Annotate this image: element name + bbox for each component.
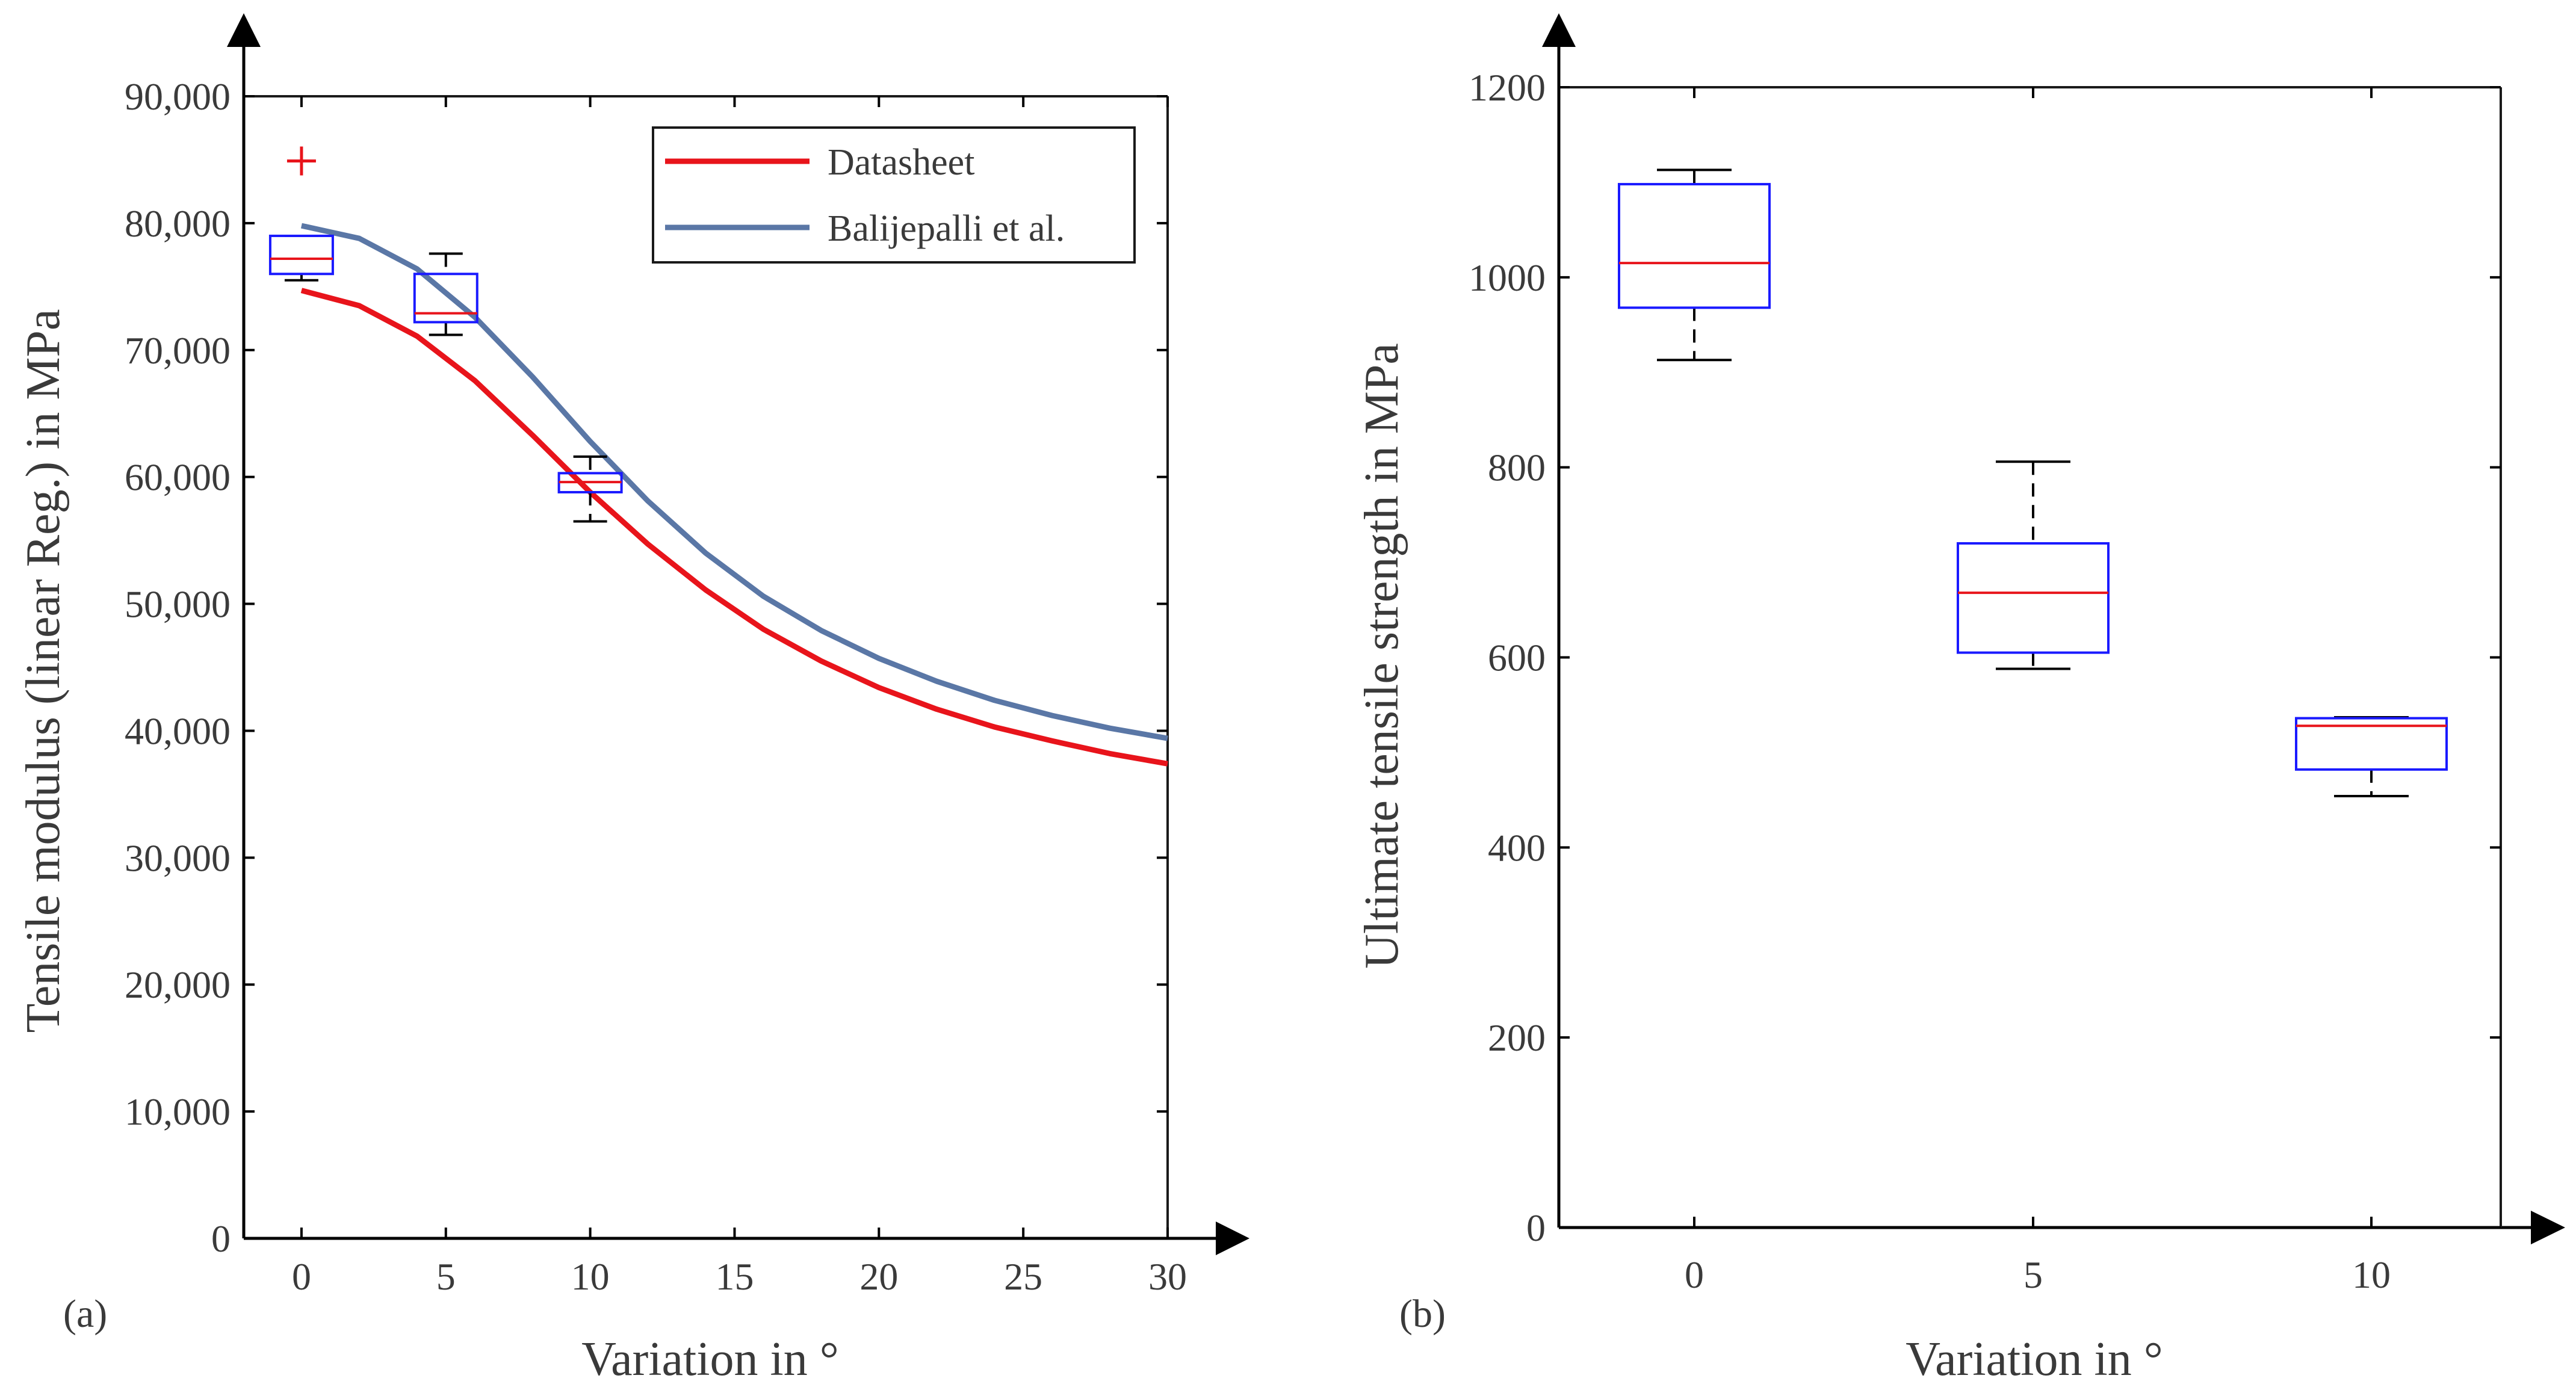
chart-a-outlier: [286, 146, 316, 176]
chart-a-ytick-label: 10,000: [125, 1090, 231, 1133]
chart-b-boxes: [1618, 168, 2448, 798]
chart-a-x-arrow: [1216, 1222, 1249, 1255]
chart-a-ytick-label: 20,000: [125, 963, 231, 1006]
chart-b-ytick-label: 800: [1488, 446, 1546, 489]
chart-a-ytick-label: 80,000: [125, 202, 231, 245]
chart-a-ytick-label: 70,000: [125, 329, 231, 372]
chart-b-xtick-label: 10: [2352, 1253, 2391, 1296]
chart-b-x-arrow: [2531, 1211, 2565, 1244]
chart-b-box-2-box: [2295, 717, 2448, 771]
chart-b-ytick-label: 1000: [1469, 256, 1546, 299]
chart-a-xtick-label: 25: [1004, 1255, 1042, 1298]
chart-b-xlabel: Variation in °: [1906, 1333, 2163, 1386]
chart-b-ytick-label: 200: [1488, 1016, 1546, 1059]
chart-a-ticks: 0 10,000 20,000 30,000 40,000 50,000 60,000 70,…: [125, 75, 1187, 1298]
chart-a-ytick-label: 30,000: [125, 836, 231, 879]
chart-a-frame: [227, 13, 1249, 1255]
chart-a-box-0-box: [268, 234, 334, 276]
chart-a-ytick-label: 40,000: [125, 709, 231, 752]
chart-a-xtick-label: 30: [1148, 1255, 1187, 1298]
chart-a-xtick-label: 5: [436, 1255, 456, 1298]
chart-b: 0 200 400 600 800 1000 1200 0 5 10 Variation in °…: [1355, 13, 2565, 1386]
chart-a-box-1-box: [413, 273, 478, 324]
chart-a-xtick-label: 0: [292, 1255, 311, 1298]
chart-b-box-0-box: [1618, 183, 1771, 309]
chart-a-series-line-1: [300, 223, 1168, 741]
chart-a-series-line-0: [300, 288, 1168, 767]
chart-a-xtick-label: 15: [715, 1255, 754, 1298]
chart-b-panel-label: (b): [1399, 1292, 1446, 1336]
chart-a-legend: Datasheet Balijepalli et al.: [652, 126, 1136, 264]
chart-a-xlabel: Variation in °: [581, 1333, 838, 1386]
chart-a-ytick-label: 0: [211, 1217, 231, 1260]
chart-a-xtick-label: 10: [571, 1255, 610, 1298]
chart-b-y-arrow: [1542, 13, 1576, 47]
chart-a-ylabel: Tensile modulus (linear Reg.) in MPa: [17, 309, 70, 1033]
chart-b-box-1-box: [1957, 542, 2110, 654]
chart-a-boxes: [268, 146, 623, 523]
chart-b-xtick-label: 0: [1685, 1253, 1704, 1296]
chart-b-ticks: 0 200 400 600 800 1000 1200 0 5 10: [1469, 66, 2501, 1296]
chart-b-ytick-label: 1200: [1469, 66, 1546, 109]
chart-a-ytick-label: 50,000: [125, 583, 231, 626]
chart-a: 0 10,000 20,000 30,000 40,000 50,000 60,000 70,…: [17, 13, 1249, 1386]
chart-b-ytick-label: 400: [1488, 826, 1546, 869]
chart-b-ytick-label: 600: [1488, 637, 1546, 679]
chart-b-ytick-label: 0: [1526, 1206, 1546, 1249]
legend-box: [652, 126, 1136, 264]
legend-label-datasheet: Datasheet: [828, 142, 974, 183]
chart-a-panel-label: (a): [63, 1292, 107, 1336]
chart-a-xtick-label: 20: [859, 1255, 898, 1298]
chart-b-xtick-label: 5: [2023, 1253, 2043, 1296]
legend-label-balijepalli: Balijepalli et al.: [828, 208, 1065, 249]
chart-a-ytick-label: 90,000: [125, 75, 231, 118]
chart-b-ylabel: Ultimate tensile strength in MPa: [1355, 343, 1408, 969]
chart-a-ytick-label: 60,000: [125, 456, 231, 499]
chart-b-frame: [1542, 13, 2565, 1244]
chart-a-series: [300, 223, 1168, 767]
chart-a-y-arrow: [227, 13, 261, 47]
